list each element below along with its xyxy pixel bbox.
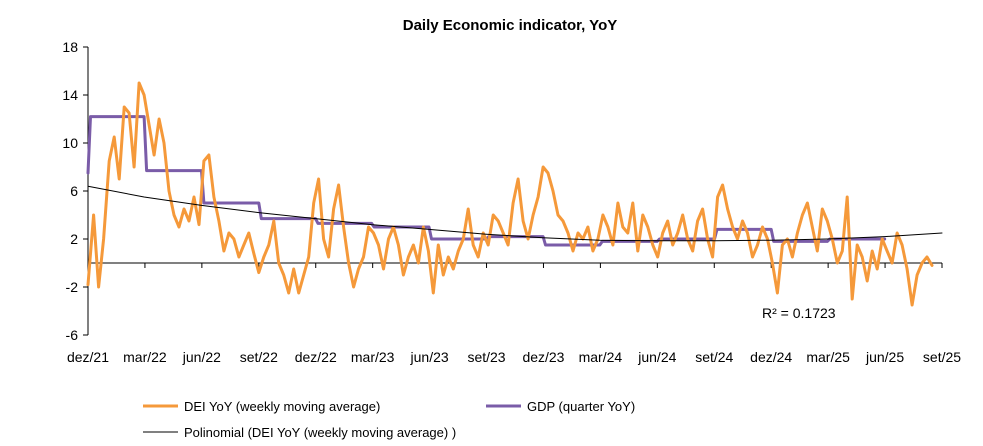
x-tick-label: set/24: [695, 349, 733, 365]
x-tick-label: dez/23: [522, 349, 564, 365]
y-tick-label: 2: [70, 231, 78, 247]
polynomial-trend-line: [87, 185, 943, 242]
x-tick-label: jun/25: [865, 349, 904, 365]
x-tick-label: jun/23: [410, 349, 449, 365]
x-tick-label: mar/23: [351, 349, 395, 365]
legend-label-poly: Polinomial (DEI YoY (weekly moving avera…: [184, 425, 456, 440]
series-layer: [86, 81, 943, 307]
x-tick-label: mar/24: [579, 349, 623, 365]
y-tick-label: 14: [62, 87, 78, 103]
x-tick-label: set/23: [467, 349, 505, 365]
x-tick-label: dez/21: [67, 349, 109, 365]
x-tick-label: jun/24: [637, 349, 676, 365]
x-axis-ticks: dez/21 mar/22 jun/22 set/22 dez/22 mar/23 jun/…: [67, 263, 961, 365]
y-tick-label: 10: [62, 135, 78, 151]
y-tick-label: -6: [66, 327, 79, 343]
r-squared-annotation: R² = 0.1723: [762, 305, 836, 321]
y-axis-ticks: -6 -2 2 6 10 14 18: [62, 39, 88, 343]
legend: DEI YoY (weekly moving average) GDP (qua…: [143, 399, 635, 440]
y-tick-label: 18: [62, 39, 78, 55]
dei-series-line: [86, 81, 934, 307]
y-tick-label: -2: [66, 279, 79, 295]
x-tick-label: set/22: [240, 349, 278, 365]
x-tick-label: mar/22: [123, 349, 167, 365]
legend-label-gdp: GDP (quarter YoY): [527, 399, 635, 414]
chart-title: Daily Economic indicator, YoY: [403, 17, 618, 34]
x-tick-label: mar/25: [806, 349, 850, 365]
x-tick-label: dez/24: [750, 349, 792, 365]
gdp-series-line: [86, 115, 887, 247]
x-tick-label: set/25: [923, 349, 961, 365]
x-tick-label: jun/22: [182, 349, 221, 365]
x-tick-label: dez/22: [295, 349, 337, 365]
legend-label-dei: DEI YoY (weekly moving average): [184, 399, 380, 414]
y-tick-label: 6: [70, 183, 78, 199]
